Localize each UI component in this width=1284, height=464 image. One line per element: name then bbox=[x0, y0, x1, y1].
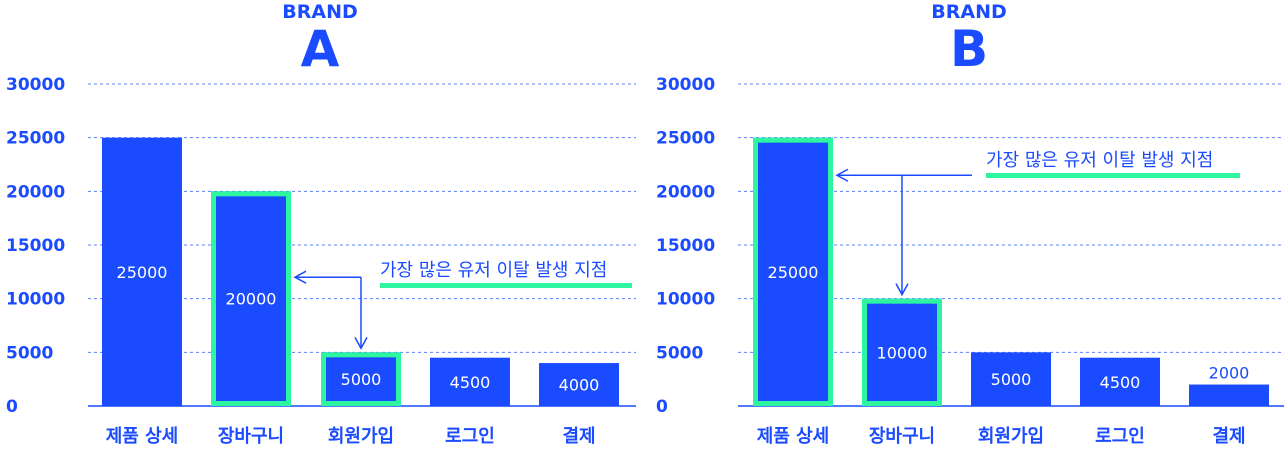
chart-title-small: BRAND bbox=[282, 1, 358, 23]
x-tick-label: 제품 상세 bbox=[106, 426, 179, 447]
x-tick-label: 제품 상세 bbox=[757, 426, 830, 447]
annotation-underline bbox=[380, 283, 632, 288]
x-tick-label: 결제 bbox=[1212, 426, 1245, 447]
y-tick-label: 30000 bbox=[656, 75, 715, 95]
data-label: 25000 bbox=[768, 263, 819, 282]
x-tick-label: 회원가입 bbox=[328, 425, 394, 447]
bar-2 bbox=[211, 191, 291, 406]
bar-highlight-3 bbox=[321, 352, 401, 407]
y-tick-label: 5000 bbox=[656, 343, 703, 363]
data-label: 4500 bbox=[1100, 373, 1141, 392]
chart-title-small: BRAND bbox=[931, 1, 1007, 23]
y-tick-label: 0 bbox=[6, 397, 18, 417]
x-tick-label: 로그인 bbox=[1095, 426, 1145, 447]
x-tick-label: 회원가입 bbox=[978, 425, 1044, 447]
bar-3 bbox=[321, 352, 401, 406]
x-tick-label: 장바구니 bbox=[218, 426, 284, 447]
data-label: 4500 bbox=[450, 373, 491, 392]
y-tick-label: 10000 bbox=[6, 290, 65, 310]
bar-highlight-1 bbox=[753, 137, 833, 407]
bar-1 bbox=[753, 137, 833, 406]
bar-5 bbox=[539, 363, 619, 406]
chart-title-big: A bbox=[301, 20, 340, 78]
bar-3 bbox=[971, 352, 1051, 406]
y-tick-label: 25000 bbox=[656, 129, 715, 149]
x-tick-label: 결제 bbox=[562, 426, 595, 447]
data-label: 25000 bbox=[117, 263, 168, 282]
y-tick-label: 15000 bbox=[656, 236, 715, 256]
data-label: 10000 bbox=[877, 343, 928, 362]
y-tick-label: 0 bbox=[656, 397, 668, 417]
data-label: 5000 bbox=[991, 370, 1032, 389]
data-label: 5000 bbox=[341, 370, 382, 389]
y-tick-label: 10000 bbox=[656, 290, 715, 310]
bar-4 bbox=[1080, 357, 1160, 406]
annotation-text: 가장 많은 유저 이탈 발생 지점 bbox=[986, 150, 1213, 171]
bar-highlight-2 bbox=[862, 298, 942, 406]
bar-2 bbox=[862, 298, 942, 406]
data-label: 2000 bbox=[1209, 364, 1250, 383]
y-tick-label: 5000 bbox=[6, 343, 53, 363]
x-tick-label: 장바구니 bbox=[869, 426, 935, 447]
data-label: 4000 bbox=[559, 376, 600, 395]
y-tick-label: 20000 bbox=[656, 182, 715, 202]
y-tick-label: 15000 bbox=[6, 236, 65, 256]
annotation-text: 가장 많은 유저 이탈 발생 지점 bbox=[380, 260, 607, 281]
bar-1 bbox=[102, 137, 182, 406]
chart-title-big: B bbox=[950, 20, 988, 78]
y-tick-label: 20000 bbox=[6, 182, 65, 202]
annotation-underline bbox=[986, 173, 1240, 178]
y-tick-label: 25000 bbox=[6, 129, 65, 149]
y-tick-label: 30000 bbox=[6, 75, 65, 95]
data-label: 20000 bbox=[226, 290, 277, 309]
bar-5 bbox=[1189, 384, 1269, 406]
bar-4 bbox=[430, 357, 510, 406]
bar-highlight-2 bbox=[211, 191, 291, 406]
x-tick-label: 로그인 bbox=[445, 426, 495, 447]
